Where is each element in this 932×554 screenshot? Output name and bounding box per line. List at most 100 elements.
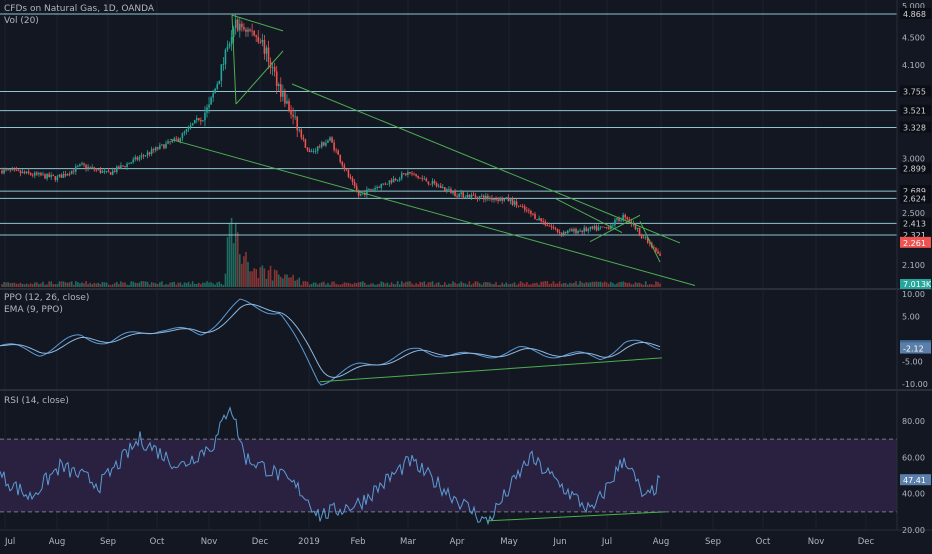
- candle-body: [265, 47, 268, 54]
- candle-body: [345, 169, 348, 171]
- date-tick-label: Nov: [201, 537, 218, 547]
- candle-body: [306, 147, 309, 151]
- volume-bar: [538, 284, 540, 287]
- candle-body: [185, 129, 188, 132]
- candle-body: [263, 40, 266, 54]
- volume-bar: [335, 283, 337, 287]
- volume-bar: [5, 282, 7, 287]
- candle-body: [439, 185, 442, 189]
- candle-body: [372, 189, 374, 191]
- candle-body: [624, 214, 626, 218]
- candle-body: [642, 237, 645, 239]
- volume-bar: [70, 281, 73, 287]
- volume-bar: [52, 284, 55, 287]
- candle-body: [204, 112, 206, 121]
- volume-bar: [585, 282, 588, 287]
- volume-bar: [7, 282, 9, 287]
- volume-badge: 7.013K: [903, 280, 932, 289]
- candle-body: [562, 231, 565, 235]
- candle-body: [489, 197, 491, 199]
- time-axis[interactable]: Jul Aug Sep Oct Nov Dec 2019 Feb Mar Apr May Jun Jul…: [4, 537, 875, 547]
- candle-body: [97, 169, 100, 171]
- volume-bar: [376, 284, 378, 287]
- candle-body: [239, 23, 241, 31]
- volume-bar: [357, 282, 360, 287]
- volume-bar: [476, 281, 479, 287]
- volume-bar: [366, 284, 368, 287]
- price-badge-bg: [900, 121, 931, 133]
- candle-body: [427, 181, 430, 184]
- volume-bar: [446, 284, 448, 287]
- candle-body: [503, 198, 506, 201]
- volume-bar: [122, 282, 124, 287]
- price-tick-label: 2.100: [902, 261, 925, 270]
- volume-bar: [25, 283, 28, 287]
- ppo-ema-line: [0, 303, 661, 378]
- volume-bar: [423, 281, 426, 287]
- volume-bar: [161, 281, 163, 287]
- candle-body: [183, 131, 186, 134]
- candle-body: [288, 100, 290, 111]
- candle-body: [19, 170, 22, 174]
- candle-body: [419, 177, 421, 179]
- volume-bar: [169, 282, 171, 287]
- volume-bar: [536, 282, 538, 287]
- volume-bar: [204, 282, 206, 287]
- candle-body: [608, 227, 610, 229]
- candle-body: [214, 88, 216, 94]
- candle-body: [11, 169, 14, 171]
- candle-body: [532, 213, 534, 215]
- candle-body: [646, 237, 649, 243]
- volume-bar: [644, 281, 647, 287]
- volume-bar: [583, 283, 585, 287]
- volume-bar: [550, 283, 553, 287]
- volume-bar: [364, 282, 366, 287]
- candle-body: [655, 247, 657, 252]
- ppo-trendline: [319, 357, 663, 383]
- candle-body: [150, 149, 153, 155]
- candle-body: [591, 226, 594, 229]
- candle-body: [649, 242, 651, 244]
- candle-body: [300, 129, 303, 138]
- volume-bar: [405, 281, 407, 287]
- volume-bar: [87, 284, 89, 287]
- volume-bar: [200, 284, 202, 287]
- volume-bar: [191, 281, 194, 287]
- candle-body: [253, 30, 255, 36]
- volume-bar: [275, 270, 278, 287]
- date-tick-label: Nov: [808, 537, 825, 547]
- candle-body: [277, 84, 280, 87]
- candle-body: [273, 66, 276, 72]
- candle-body: [138, 157, 141, 160]
- volume-bar: [144, 281, 147, 287]
- volume-bar: [44, 284, 46, 287]
- volume-bar: [351, 284, 354, 287]
- candle-body: [298, 129, 301, 131]
- volume-bar: [425, 284, 428, 287]
- candle-body: [148, 152, 151, 155]
- volume-bar: [54, 284, 57, 287]
- volume-bar: [513, 282, 516, 287]
- candle-body: [417, 175, 419, 178]
- volume-bar: [105, 282, 108, 287]
- volume-bar: [81, 282, 83, 287]
- candle-body: [75, 166, 77, 172]
- volume-bar: [267, 270, 270, 287]
- candle-body: [56, 176, 59, 181]
- candle-body: [368, 189, 370, 190]
- volume-bar: [511, 283, 514, 287]
- volume-bar: [632, 284, 635, 287]
- volume-bar: [325, 284, 327, 287]
- volume-bar: [312, 282, 315, 287]
- candle-body: [558, 232, 561, 233]
- candle-body: [124, 166, 126, 167]
- volume-bar: [138, 282, 141, 287]
- volume-bar: [388, 284, 391, 287]
- candle-body: [509, 199, 512, 202]
- candle-body: [384, 183, 387, 185]
- volume-bar: [616, 283, 618, 287]
- volume-bar: [167, 284, 169, 287]
- volume-bar: [40, 283, 42, 287]
- date-tick-label: 2019: [298, 537, 320, 547]
